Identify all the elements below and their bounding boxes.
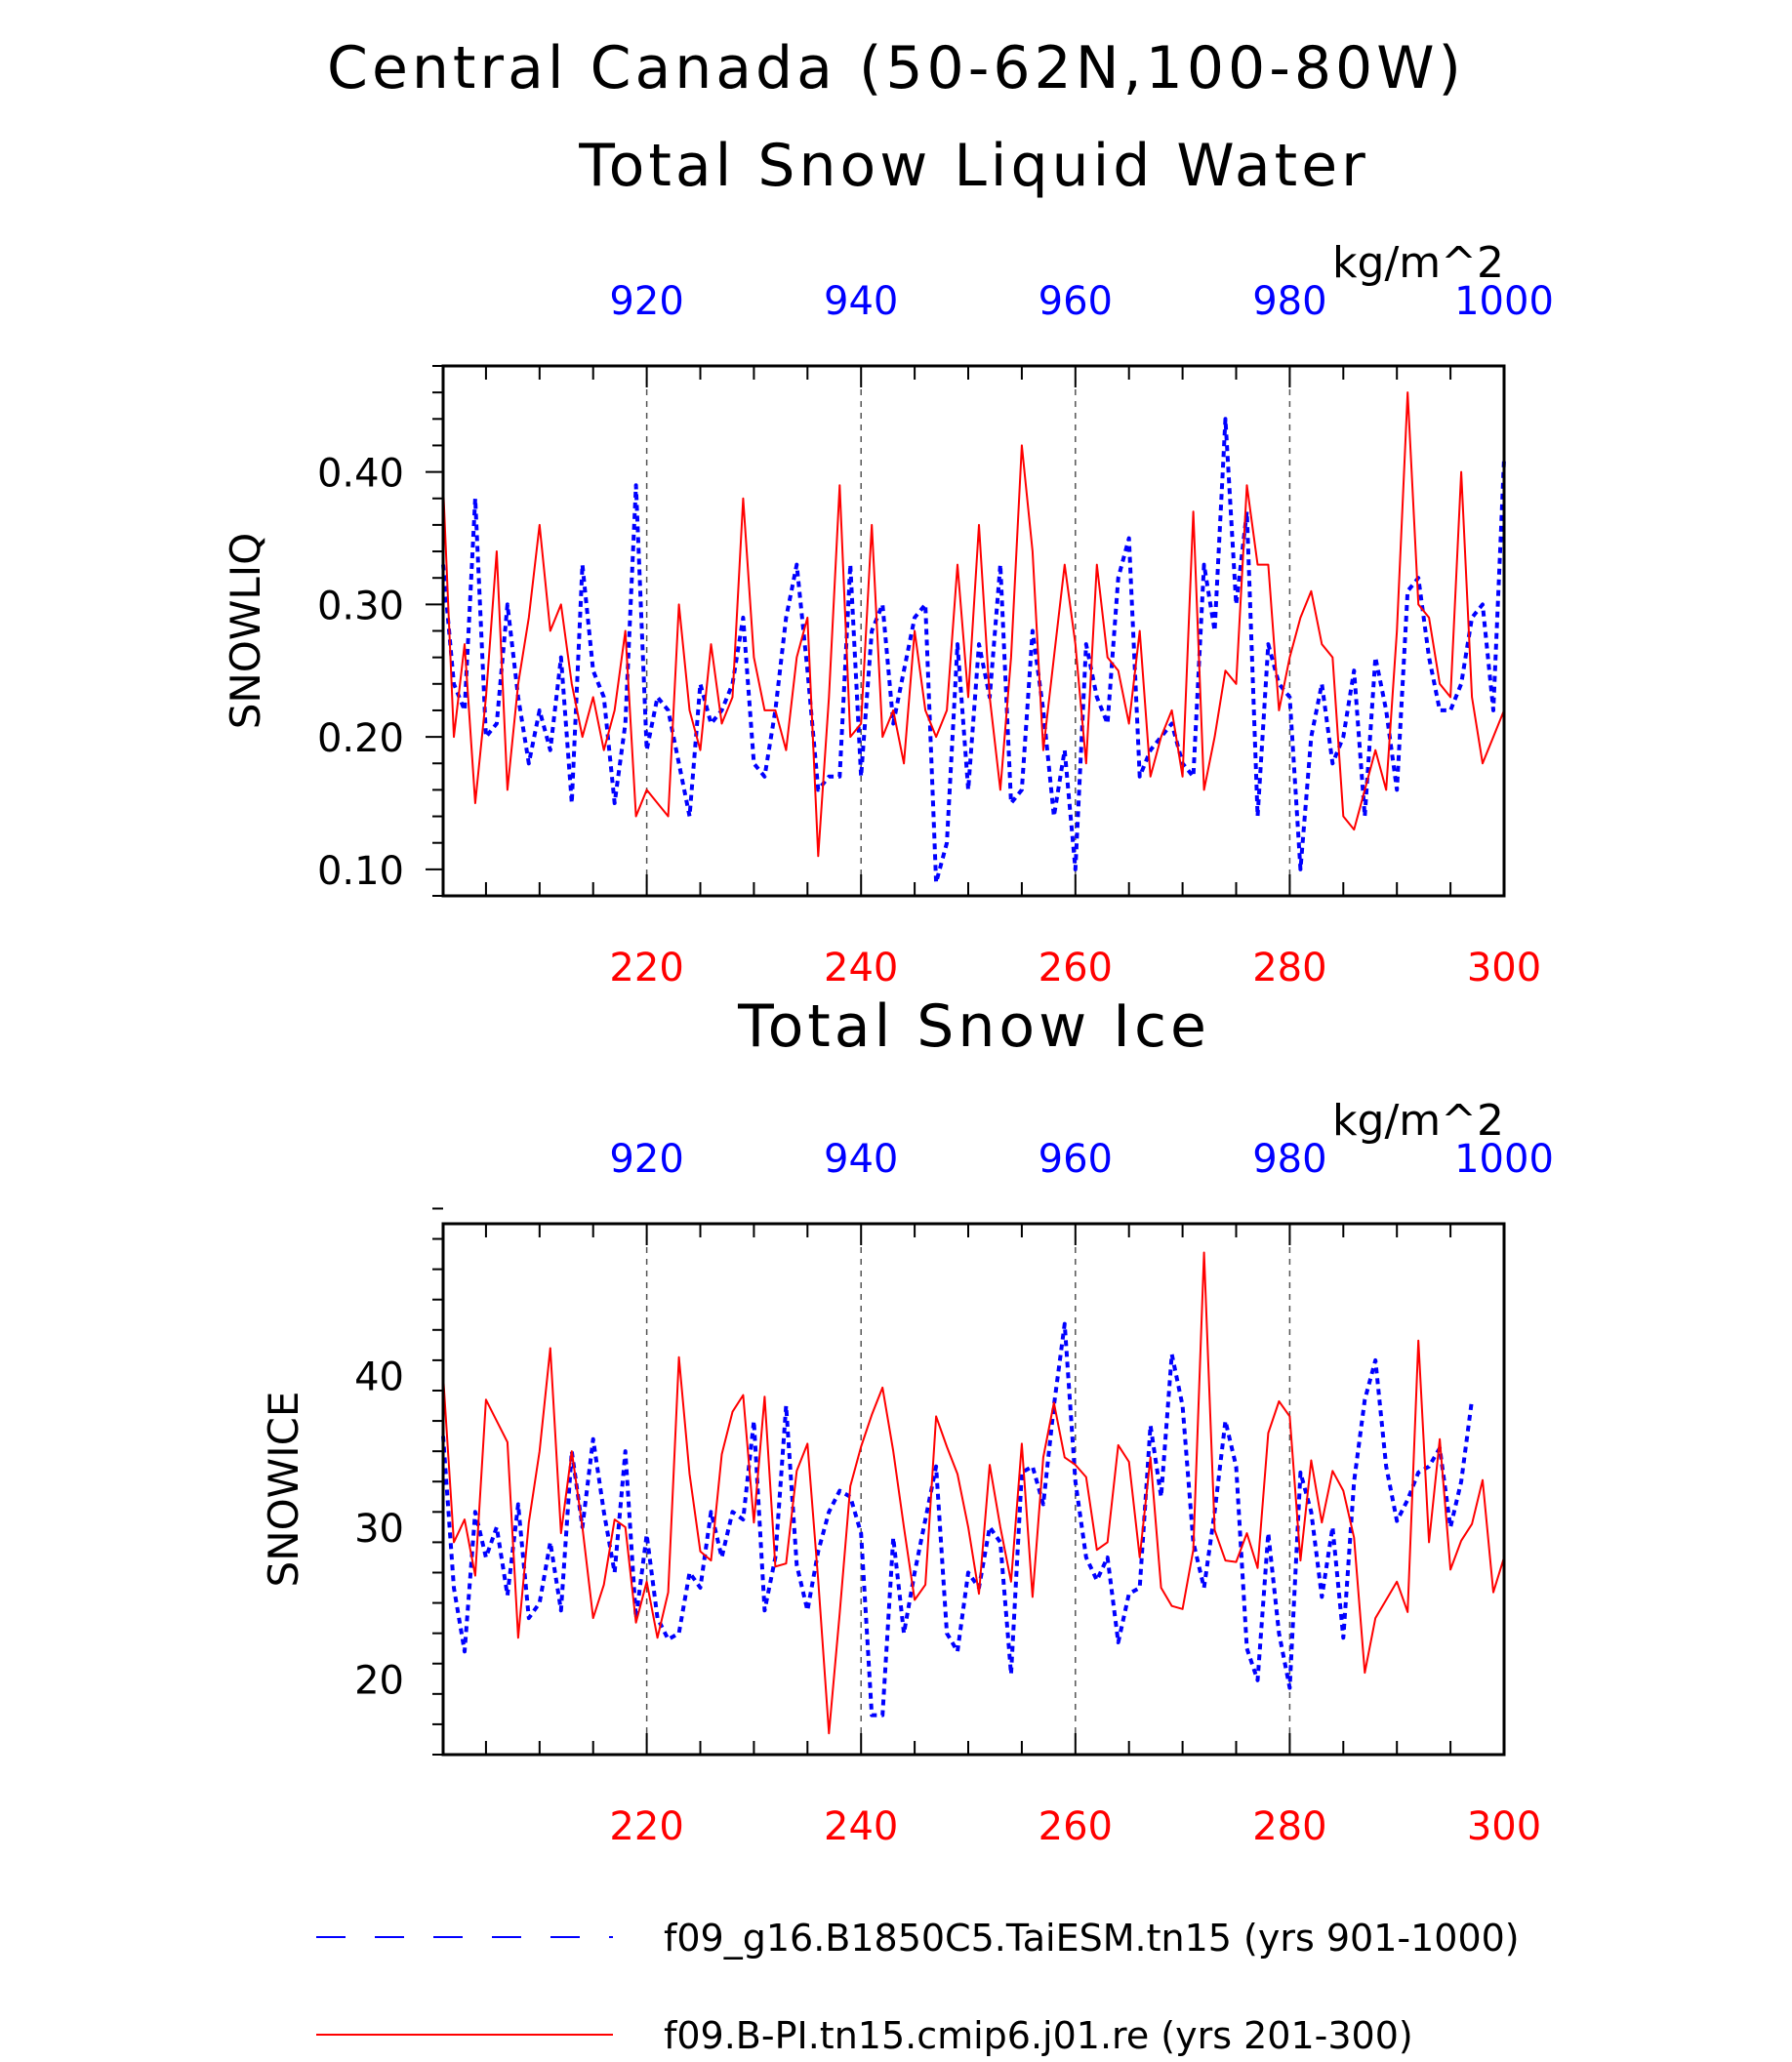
y-axis-label: SNOWLIQ	[222, 533, 269, 730]
series-line-blue-dashed	[441, 1321, 1475, 1718]
plot-frame	[441, 1222, 1506, 1757]
bottom-x-tick-label: 220	[609, 1804, 683, 1849]
units-label: kg/m^2	[1332, 1096, 1504, 1146]
y-axis-label: SNOWICE	[260, 1392, 307, 1588]
top-x-tick-label: 960	[1039, 1137, 1113, 1182]
chart-panel-1: Total Snow Liquid Water kg/m^2 SNOWLIQ 0.10…	[222, 132, 1554, 991]
panel-title: Total Snow Ice	[737, 992, 1210, 1061]
figure-title: Central Canada (50-62N,100-80W)	[327, 34, 1465, 102]
bottom-x-tick-label: 240	[824, 946, 898, 991]
legend-label-2: f09.B-PI.tn15.cmip6.j01.re (yrs 201-300)	[664, 2014, 1413, 2057]
panel-title: Total Snow Liquid Water	[578, 132, 1369, 200]
bottom-x-tick-label: 220	[609, 946, 683, 991]
y-tick-label: 0.20	[317, 716, 404, 761]
top-x-tick-label: 920	[609, 279, 683, 324]
series-line-red-solid	[442, 391, 1505, 858]
y-tick-label: 0.30	[317, 584, 404, 628]
series-line-blue-dashed	[441, 417, 1506, 885]
bottom-x-tick-label: 240	[824, 1804, 898, 1849]
plot-frame	[441, 364, 1506, 898]
bottom-x-tick-label: 300	[1467, 1804, 1541, 1849]
legend: f09_g16.B1850C5.TaiESM.tn15 (yrs 901-100…	[316, 1917, 1520, 2057]
bottom-x-tick-label: 280	[1252, 946, 1326, 991]
y-tick-label: 20	[354, 1658, 404, 1703]
bottom-x-tick-label: 300	[1467, 946, 1541, 991]
chart-panel-2: Total Snow Ice kg/m^2 SNOWICE 20 30 40 220 240 2…	[260, 992, 1554, 1849]
y-tick-label: 0.10	[317, 849, 404, 894]
y-tick-label: 40	[354, 1354, 404, 1399]
top-x-tick-label: 920	[609, 1137, 683, 1182]
top-x-tick-label: 1000	[1454, 279, 1554, 324]
top-x-tick-label: 940	[824, 279, 898, 324]
top-x-tick-label: 1000	[1454, 1137, 1554, 1182]
series-line-red-solid	[442, 1251, 1505, 1735]
legend-label-1: f09_g16.B1850C5.TaiESM.tn15 (yrs 901-100…	[664, 1917, 1520, 1960]
top-x-tick-label: 960	[1039, 279, 1113, 324]
top-x-tick-label: 940	[824, 1137, 898, 1182]
bottom-x-tick-label: 260	[1039, 946, 1113, 991]
units-label: kg/m^2	[1332, 238, 1504, 288]
y-tick-label: 0.40	[317, 452, 404, 497]
top-x-tick-label: 980	[1252, 1137, 1326, 1182]
top-x-tick-label: 980	[1252, 279, 1326, 324]
y-tick-label: 30	[354, 1507, 404, 1552]
bottom-x-tick-label: 260	[1039, 1804, 1113, 1849]
bottom-x-tick-label: 280	[1252, 1804, 1326, 1849]
